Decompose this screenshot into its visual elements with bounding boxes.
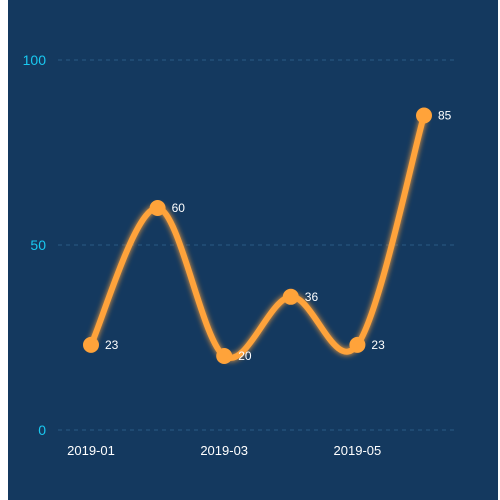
gridlines <box>58 59 458 431</box>
y-tick-label: 50 <box>30 237 46 253</box>
data-point[interactable] <box>349 336 366 353</box>
x-tick-label: 2019-05 <box>334 443 382 458</box>
x-axis: 2019-01 2019-03 2019-05 <box>67 443 381 458</box>
data-label: 20 <box>238 349 252 363</box>
data-label: 85 <box>438 109 452 123</box>
y-tick-label: 0 <box>38 422 46 438</box>
data-label: 60 <box>172 201 186 215</box>
y-tick-label: 100 <box>23 52 47 68</box>
data-label: 36 <box>305 290 319 304</box>
x-tick-label: 2019-01 <box>67 443 115 458</box>
data-labels: 23 60 20 36 23 85 <box>105 109 452 364</box>
x-tick-label: 2019-03 <box>200 443 248 458</box>
data-point[interactable] <box>149 200 166 216</box>
y-axis: 0 50 100 <box>23 52 47 438</box>
chart-background <box>8 0 498 500</box>
data-label: 23 <box>105 338 119 352</box>
series-line <box>88 112 427 361</box>
data-point[interactable] <box>282 288 299 305</box>
data-label: 23 <box>371 338 385 352</box>
data-points <box>83 107 432 364</box>
data-point[interactable] <box>83 336 99 353</box>
data-point[interactable] <box>216 348 233 364</box>
data-point[interactable] <box>416 107 432 124</box>
series-path <box>88 112 427 361</box>
